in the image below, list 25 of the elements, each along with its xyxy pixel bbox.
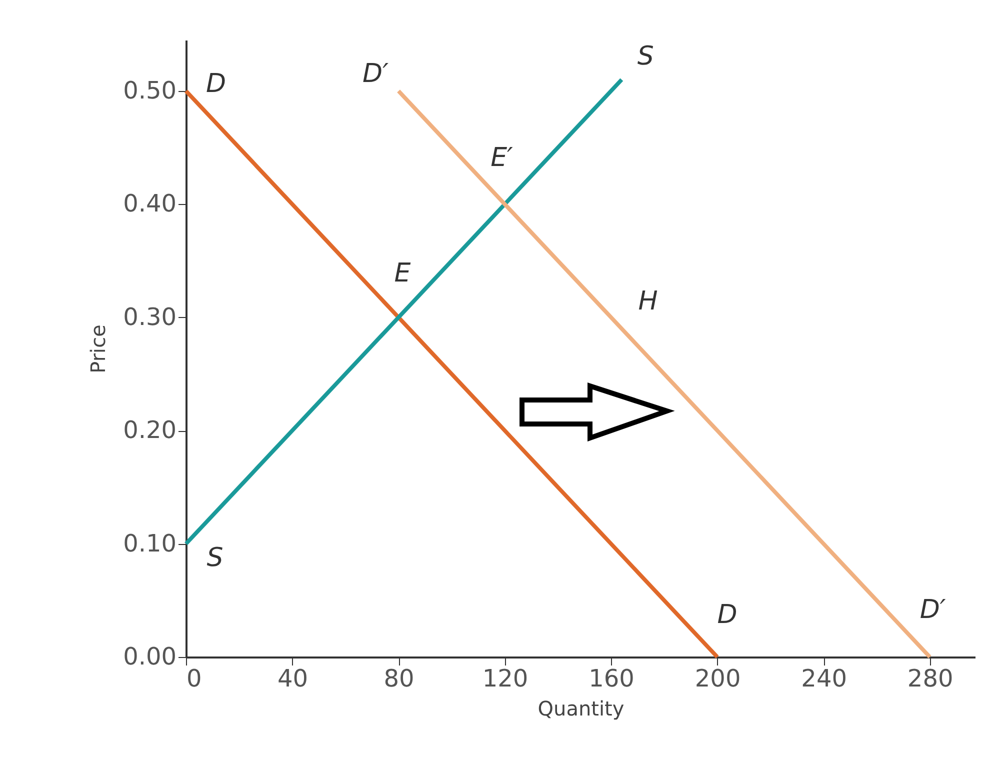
annotation: D′ — [362, 58, 389, 89]
annotation: D — [717, 600, 738, 630]
x-tick-label: 80 — [384, 664, 414, 692]
y-tick-label: 0.50 — [123, 76, 176, 104]
annotation: H — [638, 286, 658, 316]
annotation: S — [637, 42, 654, 72]
annotation: D′ — [920, 595, 946, 625]
annotation: E — [394, 258, 412, 288]
x-tick-label: 0 — [186, 664, 202, 692]
x-tick-label: 160 — [588, 664, 634, 692]
x-tick-label: 240 — [801, 664, 847, 692]
annotation: S — [206, 542, 224, 573]
x-tick-label: 200 — [694, 664, 741, 692]
x-axis-title: Quantity — [538, 696, 624, 720]
x-tick-label: 280 — [907, 664, 954, 692]
annotation: E′ — [490, 143, 514, 174]
x-tick-label: 40 — [277, 664, 308, 692]
y-tick-label: 0.40 — [123, 190, 176, 218]
y-tick-label: 0.10 — [123, 529, 176, 558]
y-tick-label: 0.30 — [123, 302, 176, 331]
x-tick-label: 120 — [482, 664, 528, 692]
annotation: D — [206, 68, 226, 99]
y-axis-title: Price — [86, 324, 110, 374]
y-tick-label: 0.20 — [123, 416, 176, 444]
y-tick-label: 0.00 — [123, 642, 176, 670]
